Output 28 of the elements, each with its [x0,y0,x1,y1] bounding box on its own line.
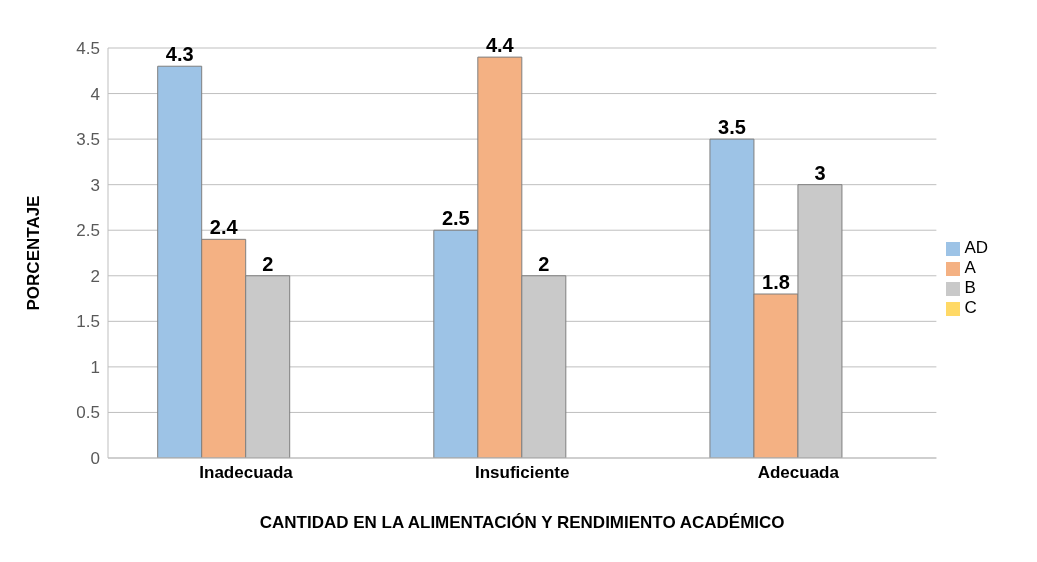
x-tick-label: Inadecuada [199,463,294,483]
data-label: 1.8 [762,271,790,293]
y-tick-label: 3.5 [76,130,100,150]
y-tick-label: 3 [90,175,100,195]
x-axis-title: CANTIDAD EN LA ALIMENTACIÓN Y RENDIMIENTO ACADÉMICO [259,513,785,532]
data-label: 4.4 [485,34,515,57]
legend-label: AD [964,238,988,257]
legend-label: C [964,298,977,317]
y-tick-label: 4.5 [76,39,100,59]
y-tick-label: 0 [90,449,100,469]
y-tick-label: 1 [90,357,100,377]
y-tick-label: 2 [90,266,100,286]
x-tick-label: Adecuada [757,463,840,483]
y-tick-label: 1.5 [76,312,100,332]
y-axis-title: PORCENTAJE [24,195,44,311]
data-label: 3 [814,161,826,184]
legend-label: A [964,258,976,277]
data-label: 2.5 [441,207,470,230]
y-tick-label: 0.5 [76,403,100,423]
data-label: 2 [262,252,274,275]
data-label: 4.3 [165,43,194,66]
data-label: 2.4 [209,216,239,239]
y-tick-label: 2.5 [76,221,100,241]
y-tick-label: 4 [90,84,100,104]
x-tick-label: Insuficiente [474,463,570,483]
data-label: 2 [538,252,550,275]
legend-label: B [964,278,976,297]
data-label: 3.5 [718,116,746,139]
